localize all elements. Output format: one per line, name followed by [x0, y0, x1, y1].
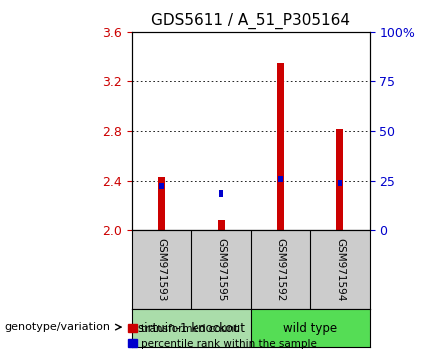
Text: GSM971595: GSM971595: [216, 238, 226, 302]
Bar: [159, 183, 164, 189]
Bar: [277, 63, 284, 230]
Bar: [132, 309, 251, 347]
Bar: [251, 309, 370, 347]
Bar: [158, 177, 165, 230]
Title: GDS5611 / A_51_P305164: GDS5611 / A_51_P305164: [151, 13, 350, 29]
Bar: [219, 190, 224, 197]
Bar: [337, 180, 342, 186]
Bar: [336, 129, 344, 230]
Text: sirtuin-1 knockout: sirtuin-1 knockout: [138, 322, 245, 335]
Text: GSM971593: GSM971593: [157, 238, 167, 302]
Text: genotype/variation: genotype/variation: [4, 322, 110, 332]
Legend: transformed count, percentile rank within the sample: transformed count, percentile rank withi…: [128, 324, 317, 349]
Bar: [278, 176, 283, 182]
Text: GSM971592: GSM971592: [275, 238, 286, 302]
Text: GSM971594: GSM971594: [335, 238, 345, 302]
Bar: [217, 220, 225, 230]
Text: wild type: wild type: [283, 322, 337, 335]
